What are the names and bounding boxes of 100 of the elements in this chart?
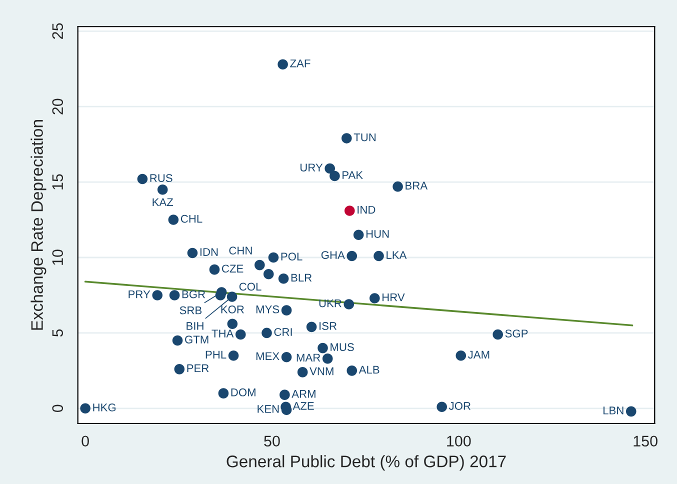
annotation: SGP bbox=[505, 330, 528, 338]
point bbox=[228, 350, 239, 361]
annotation: COL bbox=[239, 282, 262, 291]
annotation: THA bbox=[212, 330, 234, 338]
point bbox=[152, 290, 163, 300]
point bbox=[626, 406, 636, 417]
annotation: CRI bbox=[274, 328, 292, 336]
point bbox=[324, 163, 336, 174]
y-tick-label: 5 bbox=[52, 329, 64, 337]
annotation: MEX bbox=[256, 352, 280, 360]
annotation: URY bbox=[300, 164, 323, 172]
annotation: PRY bbox=[128, 290, 150, 298]
annotation: KAZ bbox=[152, 198, 174, 206]
point bbox=[226, 292, 238, 302]
y-tick-label: 25 bbox=[52, 23, 64, 39]
point bbox=[278, 273, 289, 284]
point bbox=[280, 390, 290, 400]
annotation: RUS bbox=[150, 174, 172, 182]
y-tick-label: 10 bbox=[52, 250, 64, 265]
annotation: HRV bbox=[382, 293, 405, 302]
point bbox=[392, 181, 403, 192]
x-tick-label: 150 bbox=[634, 436, 658, 447]
point bbox=[456, 350, 466, 361]
annotation: BIH bbox=[186, 322, 204, 330]
point bbox=[168, 214, 179, 225]
annotation: AZE bbox=[292, 402, 314, 410]
point bbox=[353, 230, 364, 240]
point bbox=[227, 318, 238, 330]
annotation: IDN bbox=[200, 248, 218, 256]
point bbox=[262, 328, 272, 338]
annotation: GTM bbox=[185, 336, 208, 344]
annotation: MYS bbox=[256, 305, 280, 314]
point bbox=[318, 342, 328, 354]
annotation: VNM bbox=[310, 367, 334, 376]
point bbox=[346, 250, 358, 262]
point bbox=[297, 367, 308, 378]
annotation: HKG bbox=[93, 404, 116, 412]
annotation: ARM bbox=[292, 390, 316, 398]
point bbox=[281, 305, 292, 316]
annotation: HUN bbox=[366, 230, 389, 238]
annotation: CZE bbox=[222, 264, 244, 273]
point bbox=[330, 170, 340, 182]
point bbox=[218, 388, 229, 398]
y-tick-label: 0 bbox=[52, 404, 64, 412]
annotation: PAK bbox=[342, 171, 363, 179]
annotation: PHL bbox=[206, 350, 226, 358]
annotation: IND bbox=[358, 206, 376, 214]
annotation: KOR bbox=[221, 306, 244, 314]
y-tick-label: 15 bbox=[52, 174, 64, 190]
point bbox=[278, 59, 288, 70]
y-tick-label: 20 bbox=[52, 98, 64, 114]
point bbox=[263, 268, 274, 280]
annotation: ZAF bbox=[290, 60, 310, 68]
annotation: JAM bbox=[468, 350, 490, 359]
annotation: PER bbox=[187, 364, 209, 372]
point bbox=[344, 299, 354, 310]
point bbox=[80, 403, 90, 414]
x-tick-label: 100 bbox=[447, 436, 471, 447]
annotation: JOR bbox=[448, 402, 471, 410]
point bbox=[187, 248, 198, 258]
point bbox=[374, 250, 384, 262]
annotation: KEN bbox=[258, 405, 279, 413]
annotation: ISR bbox=[320, 322, 337, 330]
point bbox=[268, 252, 279, 263]
annotation: TUN bbox=[354, 134, 376, 142]
point bbox=[174, 364, 185, 374]
point bbox=[157, 184, 168, 195]
x-axis-title: General Public Debt (% of GDP) 2017 bbox=[226, 455, 506, 471]
annotation: LBN bbox=[603, 406, 624, 414]
point bbox=[346, 366, 358, 376]
point bbox=[254, 260, 265, 270]
annotation: LKA bbox=[386, 251, 407, 259]
annotation: GHA bbox=[321, 251, 345, 259]
point bbox=[342, 133, 352, 144]
annotation: BRA bbox=[406, 182, 428, 190]
annotation: ALB bbox=[358, 366, 380, 374]
point bbox=[344, 206, 355, 216]
annotation: DOM bbox=[231, 388, 256, 396]
y-axis-title: Exchange Rate Depreciation bbox=[30, 120, 46, 330]
point bbox=[235, 329, 246, 340]
point bbox=[370, 293, 380, 304]
point bbox=[169, 290, 180, 300]
annotation: CHL bbox=[180, 214, 202, 223]
point bbox=[436, 402, 448, 412]
annotation: MAR bbox=[296, 354, 320, 362]
annotation: CHN bbox=[229, 246, 252, 255]
point bbox=[209, 264, 220, 275]
point bbox=[322, 353, 333, 364]
point bbox=[137, 174, 148, 184]
point bbox=[492, 329, 504, 340]
point bbox=[306, 322, 317, 332]
annotation: SRB bbox=[180, 306, 202, 314]
point bbox=[281, 352, 292, 362]
annotation: BGR bbox=[182, 290, 206, 298]
x-tick-label: 0 bbox=[82, 436, 89, 447]
annotation: BLR bbox=[291, 274, 312, 282]
annotation: POL bbox=[281, 252, 302, 260]
annotation: MUS bbox=[330, 343, 354, 352]
point bbox=[172, 335, 183, 346]
x-tick-label: 50 bbox=[264, 436, 280, 447]
